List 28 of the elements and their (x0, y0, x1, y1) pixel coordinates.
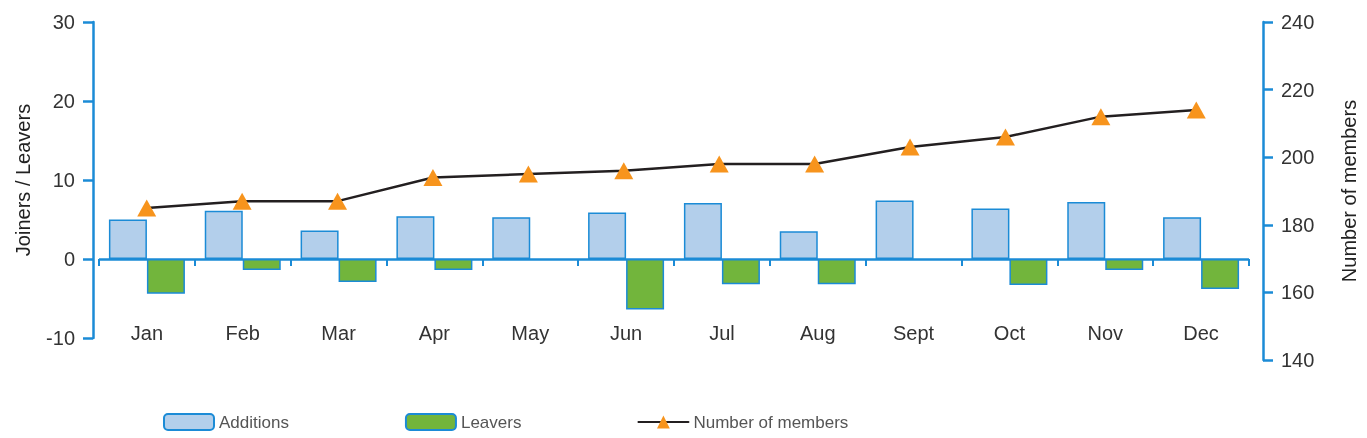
y-tick-label: -10 (46, 327, 75, 349)
y2-tick-label: 200 (1281, 146, 1315, 169)
y2-tick-label: 180 (1281, 213, 1315, 236)
y-axis-title: Joiners / Leavers (12, 103, 34, 257)
y2-tick-label: 220 (1281, 78, 1315, 101)
x-tick-label: Aug (799, 322, 836, 344)
y2-axis-title: Number of members (1338, 99, 1360, 283)
legend-label: Leavers (460, 412, 522, 432)
x-tick-label: Nov (1087, 322, 1124, 344)
x-tick-label: Feb (225, 322, 260, 344)
legend-label: Additions (219, 412, 289, 432)
x-tick-label: Jul (709, 322, 735, 344)
x-tick-label: Sept (893, 322, 935, 344)
x-tick-label: Apr (418, 322, 451, 344)
y-tick-label: 20 (52, 90, 75, 112)
x-tick-label: Dec (1183, 322, 1219, 344)
x-tick-label: Jun (609, 322, 643, 344)
x-tick-label: Jan (130, 322, 164, 344)
y2-tick-label: 160 (1281, 281, 1315, 304)
x-tick-label: May (511, 322, 550, 344)
y2-tick-label: 140 (1281, 349, 1315, 371)
y-tick-label: 30 (52, 11, 75, 33)
y-tick-label: 0 (63, 248, 75, 270)
legend-label: Number of members (693, 412, 849, 432)
y2-tick-label: 240 (1281, 11, 1315, 33)
x-tick-label: Oct (993, 322, 1026, 344)
y-tick-label: 10 (52, 169, 75, 191)
x-tick-label: Mar (321, 322, 357, 344)
